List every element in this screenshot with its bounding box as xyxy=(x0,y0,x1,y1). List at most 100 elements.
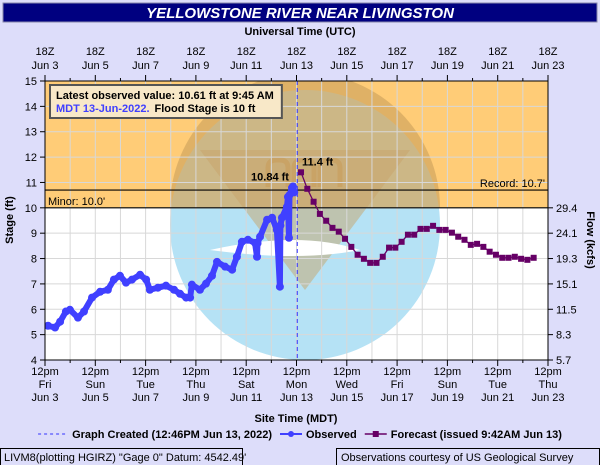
observed-point xyxy=(142,275,151,284)
forecast-point xyxy=(430,222,437,229)
observed-point xyxy=(109,275,118,284)
top-x-tick-label-date: Jun 23 xyxy=(531,60,564,72)
bottom-x-tick-label: Jun 17 xyxy=(381,392,414,404)
top-x-tick-label-date: Jun 13 xyxy=(280,60,313,72)
bottom-x-tick-label: Fri xyxy=(39,379,52,391)
bottom-x-tick-label: Mon xyxy=(286,379,307,391)
observed-point xyxy=(253,239,262,248)
top-x-tick-label-time: 18Z xyxy=(488,46,507,58)
top-axis-title: Universal Time (UTC) xyxy=(244,26,355,38)
bottom-x-tick-label: 12pm xyxy=(31,366,59,378)
forecast-point xyxy=(316,210,323,217)
observed-point xyxy=(201,279,210,288)
forecast-point xyxy=(499,254,506,261)
bottom-x-tick-label: Jun 23 xyxy=(531,392,564,404)
y2-tick-label: 15.1 xyxy=(556,279,577,291)
legend-observed-marker xyxy=(288,431,294,437)
top-x-tick-label-date: Jun 21 xyxy=(481,60,514,72)
top-x-tick-label-date: Jun 3 xyxy=(32,60,59,72)
observed-point xyxy=(56,317,65,326)
observed-point xyxy=(136,270,145,279)
grid xyxy=(45,81,548,360)
bottom-x-tick-label: 12pm xyxy=(232,366,260,378)
top-x-tick-label-time: 18Z xyxy=(136,46,155,58)
y2-tick-label: 29.4 xyxy=(556,203,577,215)
forecast-point xyxy=(461,236,468,243)
annotation-forecast-crest: 11.4 ft xyxy=(302,156,334,168)
forecast-point xyxy=(524,256,531,263)
bottom-x-tick-label: Sun xyxy=(86,379,106,391)
annotation-observed-crest: 10.84 ft xyxy=(251,172,289,184)
top-x-tick-label-time: 18Z xyxy=(337,46,356,58)
bottom-x-tick-label: Fri xyxy=(391,379,404,391)
y-tick-label: 7 xyxy=(31,279,37,291)
observed-point xyxy=(79,307,88,316)
top-x-tick-label-time: 18Z xyxy=(86,46,105,58)
observed-point xyxy=(103,285,112,294)
observed-point xyxy=(121,278,130,287)
plot-area: Minor: 10.0' Record: 10.7' 10.84 ft 11.4 f… xyxy=(45,81,548,360)
observed-point xyxy=(96,287,105,296)
forecast-point xyxy=(342,235,349,242)
top-x-tick-label-time: 18Z xyxy=(237,46,256,58)
info-latest-value: Latest observed value: 10.61 ft at 9:45 … xyxy=(56,90,274,102)
forecast-point xyxy=(467,241,474,248)
info-flood-stage-text: Flood Stage is 10 ft xyxy=(155,103,256,115)
bottom-x-tick-label: 12pm xyxy=(534,366,562,378)
top-x-tick-label-date: Jun 19 xyxy=(431,60,464,72)
observed-point xyxy=(176,289,185,298)
observed-point xyxy=(284,233,293,242)
y-tick-label: 13 xyxy=(25,127,37,139)
forecast-point xyxy=(304,185,311,192)
forecast-point xyxy=(474,240,481,247)
top-x-tick-label-time: 18Z xyxy=(438,46,457,58)
forecast-point xyxy=(298,169,305,176)
bottom-x-tick-label: Jun 21 xyxy=(481,392,514,404)
observed-point xyxy=(170,285,179,294)
footer-datum-box xyxy=(0,448,243,465)
observed-point xyxy=(153,283,162,292)
observed-point xyxy=(277,213,286,222)
observed-point xyxy=(128,275,137,284)
observed-point xyxy=(65,305,74,314)
y2-tick-label: 19.3 xyxy=(556,254,577,266)
y2-tick-label: 11.5 xyxy=(556,304,577,316)
bottom-x-tick-label: Tue xyxy=(136,379,155,391)
forecast-point xyxy=(404,231,411,238)
forecast-point xyxy=(323,217,330,224)
bottom-x-tick-label: Tue xyxy=(488,379,507,391)
forecast-point xyxy=(486,248,493,255)
bottom-x-tick-label: 12pm xyxy=(383,366,411,378)
y-tick-label: 10 xyxy=(25,203,37,215)
chart-title: YELLOWSTONE RIVER NEAR LIVINGSTON xyxy=(146,5,455,22)
y2-tick-label: 24.1 xyxy=(556,228,577,240)
bottom-x-tick-label: 12pm xyxy=(283,366,311,378)
legend-graph-created: Graph Created (12:46PM Jun 13, 2022) xyxy=(72,429,272,441)
y-tick-label: 11 xyxy=(26,177,37,189)
forecast-point xyxy=(530,254,537,261)
forecast-point xyxy=(448,229,455,236)
bottom-x-tick-label: Sat xyxy=(238,379,255,391)
legend-forecast: Forecast (issued 9:42AM Jun 13) xyxy=(391,429,563,441)
forecast-point xyxy=(398,238,405,245)
bottom-x-tick-label: Jun 3 xyxy=(32,392,59,404)
forecast-point xyxy=(417,225,424,232)
observed-point xyxy=(88,293,97,302)
forecast-point xyxy=(411,231,418,238)
forecast-point xyxy=(505,254,512,261)
footer-source: Observations courtesy of US Geological S… xyxy=(341,452,574,464)
info-flood-stage: MDT 13-Jun-2022. Flood Stage is 10 ft xyxy=(56,103,256,115)
bottom-x-tick-label: 12pm xyxy=(82,366,110,378)
observed-point xyxy=(51,323,60,332)
forecast-point xyxy=(442,226,449,233)
top-x-tick-label-time: 18Z xyxy=(186,46,205,58)
observed-point xyxy=(213,257,222,266)
forecast-point xyxy=(310,198,317,205)
bottom-x-tick-label: 12pm xyxy=(182,366,210,378)
observed-point xyxy=(282,202,291,211)
observed-point xyxy=(275,282,284,291)
title-bar xyxy=(2,2,598,23)
bottom-x-tick-label: Jun 15 xyxy=(330,392,363,404)
top-x-tick-label-date: Jun 15 xyxy=(330,60,363,72)
forecast-point xyxy=(423,225,430,232)
